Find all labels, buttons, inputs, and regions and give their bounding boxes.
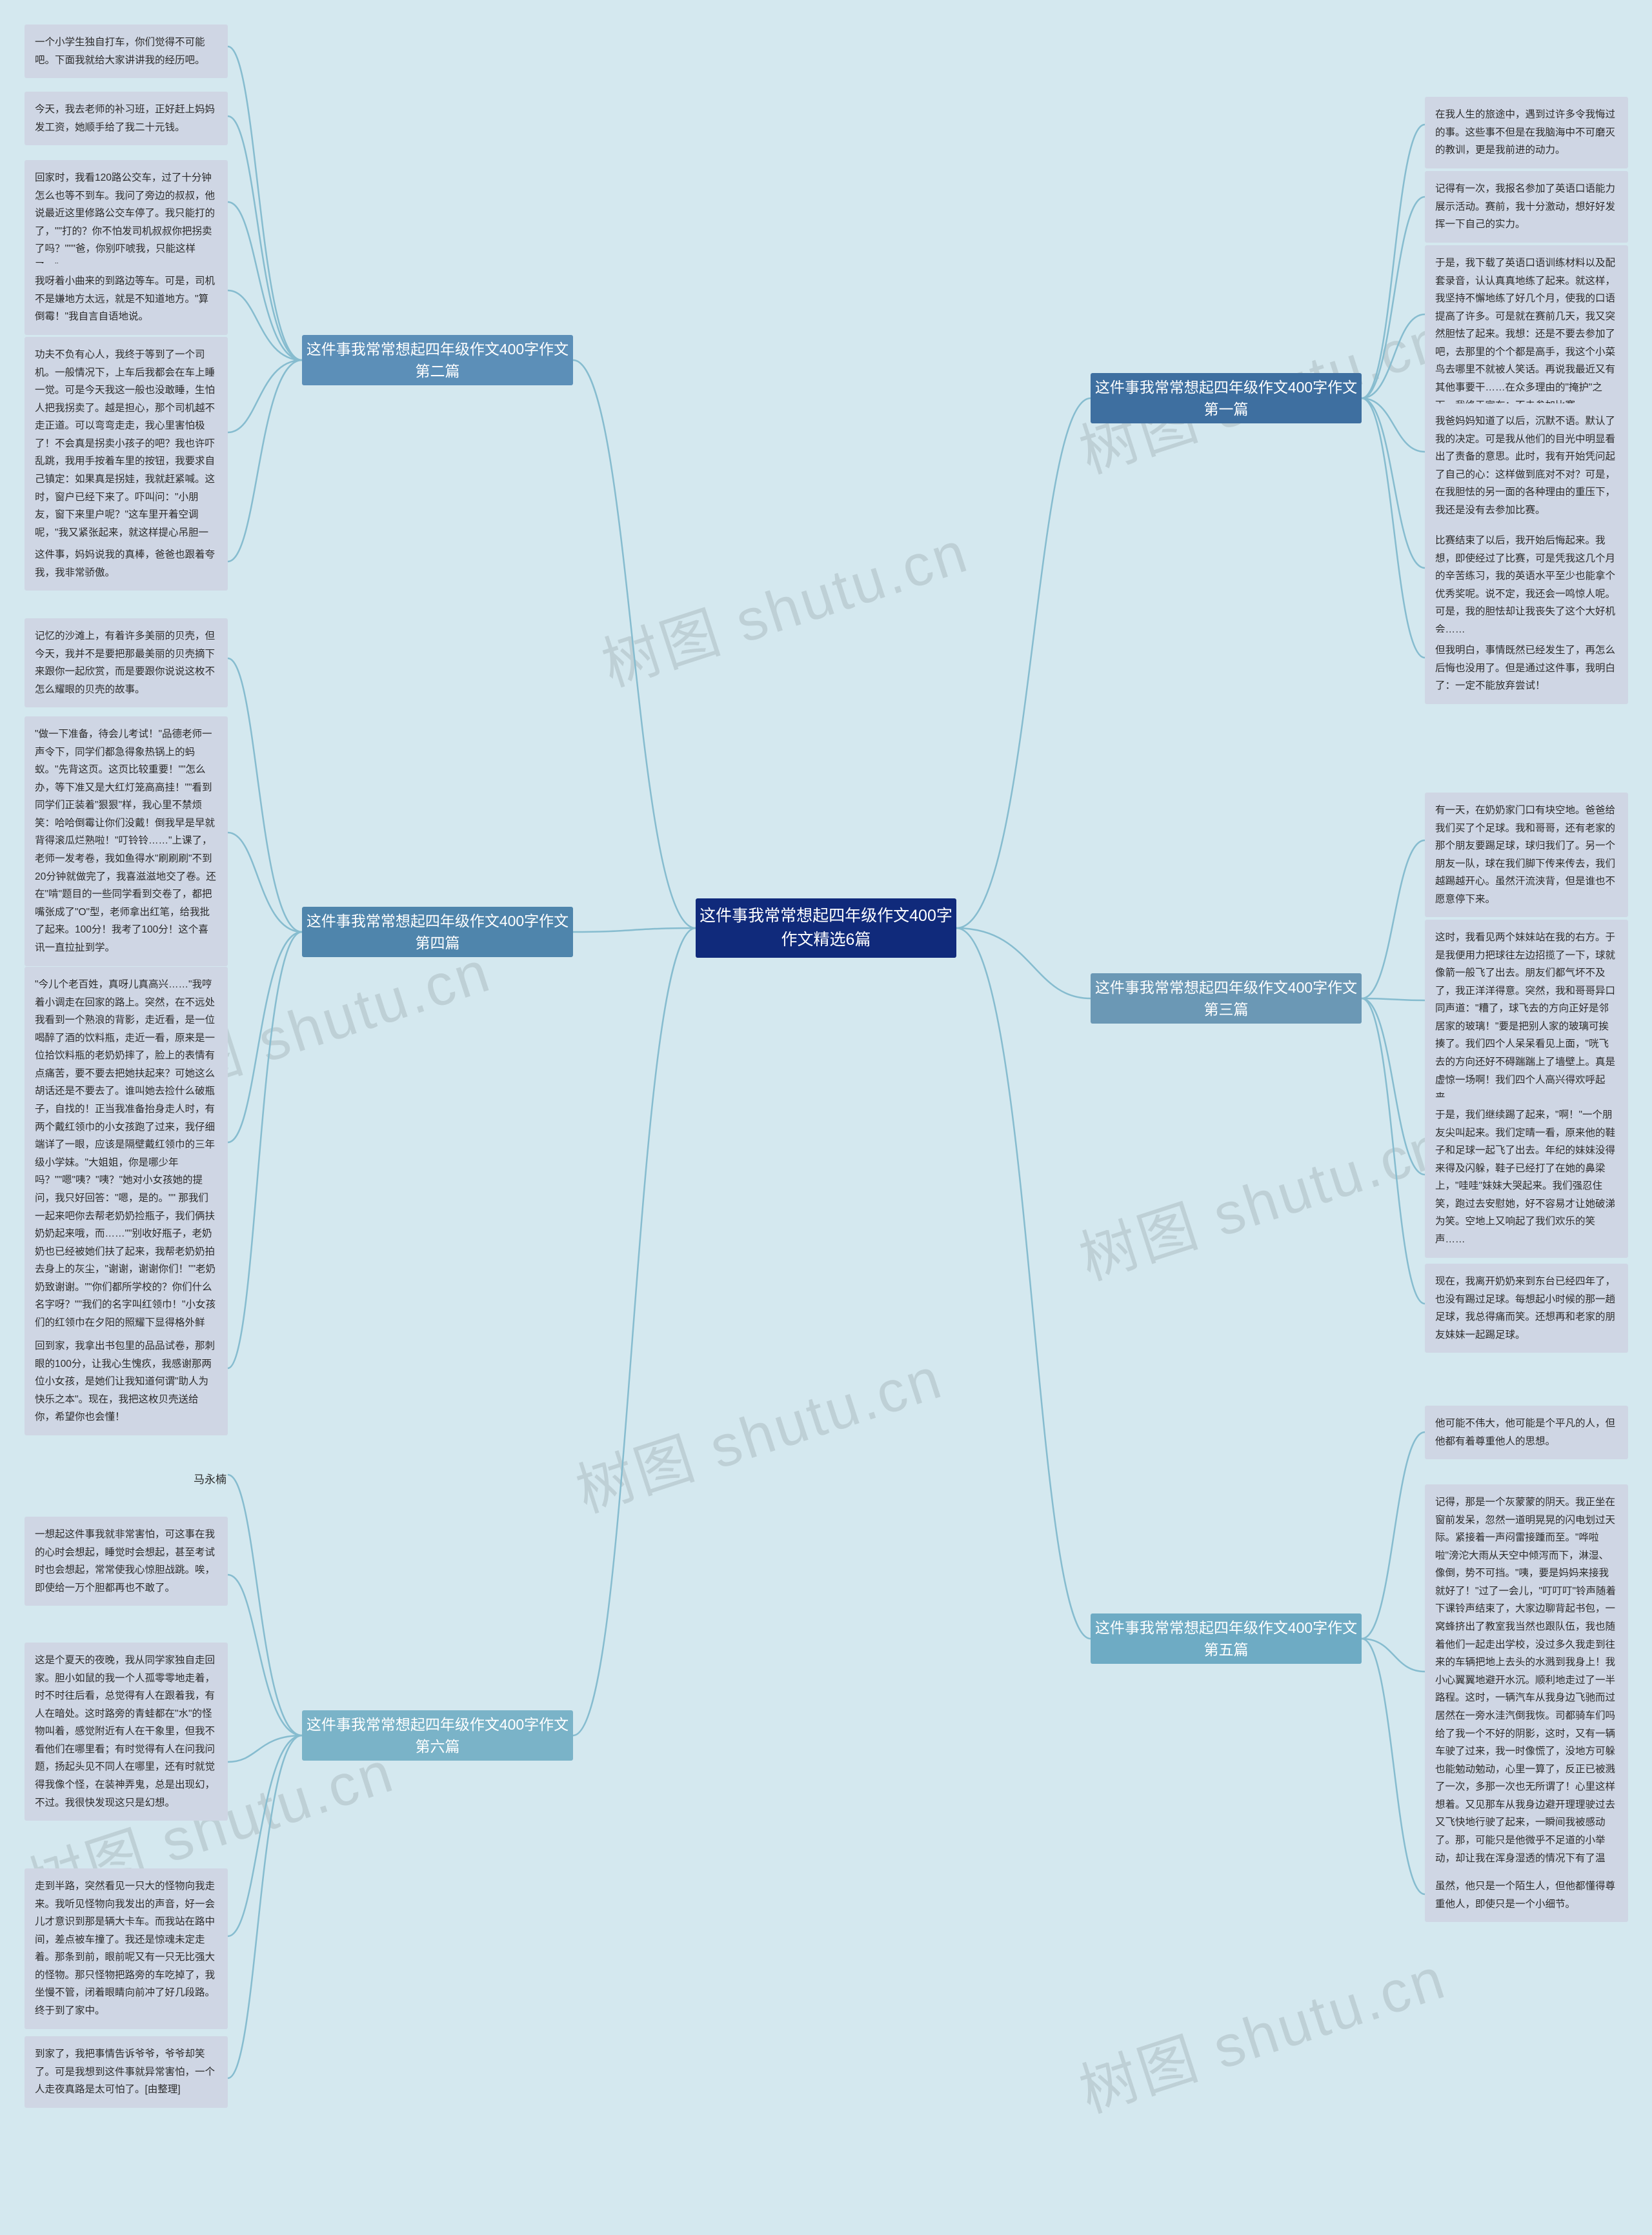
leaf-b2-2: 今天，我去老师的补习班，正好赶上妈妈发工资，她顺手给了我二十元钱。 <box>25 92 228 145</box>
watermark: 树图 shutu.cn <box>564 1331 952 1528</box>
leaf-b3-3: 于是，我们继续踢了起来，"啊！"一个朋友尖叫起来。我们定晴一看，原来他的鞋子和足… <box>1425 1097 1628 1258</box>
watermark: 树图 shutu.cn <box>1067 1931 1455 2129</box>
leaf-b3-1: 有一天，在奶奶家门口有块空地。爸爸给我们买了个足球。我和哥哥，还有老家的那个朋友… <box>1425 793 1628 917</box>
leaf-b1-5: 比赛结束了以后，我开始后悔起来。我想，即使经过了比赛，可是凭我这几个月的辛苦练习… <box>1425 523 1628 647</box>
leaf-b5-2: 记得，那是一个灰蒙蒙的阴天。我正坐在窗前发呆，忽然一道明晃晃的闪电划过天际。紧接… <box>1425 1484 1628 1894</box>
leaf-b1-3: 于是，我下载了英语口语训练材料以及配套录音，认认真真地练了起来。就这样，我坚持不… <box>1425 245 1628 423</box>
leaf-b5-1: 他可能不伟大，他可能是个平凡的人，但他都有着尊重他人的思想。 <box>1425 1406 1628 1459</box>
leaf-b6-4: 到家了，我把事情告诉爷爷，爷爷却笑了。可是我想到这件事就异常害怕，一个人走夜真路… <box>25 2036 228 2108</box>
leaf-b4-1: 记忆的沙滩上，有着许多美丽的贝壳，但今天，我并不是要把那最美丽的贝壳摘下来跟你一… <box>25 618 228 707</box>
branch-6-label: 这件事我常常想起四年级作文400字作文 第六篇 <box>302 1714 573 1758</box>
leaf-b3-4: 现在，我离开奶奶来到东台已经四年了，也没有踢过足球。每想起小时候的那一趟足球，我… <box>1425 1264 1628 1353</box>
leaf-b4-2: "做一下准备，待会儿考试！"品德老师一声令下，同学们都急得象热锅上的蚂蚁。"先背… <box>25 716 228 966</box>
leaf-b5-3: 虽然，他只是一个陌生人，但他都懂得尊重他人，即使只是一个小细节。 <box>1425 1868 1628 1922</box>
leaf-b4-4: 回到家，我拿出书包里的品品试卷，那刺眼的100分，让我心生愧疚，我感谢那两位小女… <box>25 1328 228 1435</box>
branch-5-label: 这件事我常常想起四年级作文400字作文 第五篇 <box>1091 1617 1362 1661</box>
leaf-b2-1: 一个小学生独自打车，你们觉得不可能吧。下面我就给大家讲讲我的经历吧。 <box>25 25 228 78</box>
branch-1[interactable]: 这件事我常常想起四年级作文400字作文 第一篇 <box>1091 373 1362 423</box>
watermark: 树图 shutu.cn <box>590 505 978 702</box>
branch-4-label: 这件事我常常想起四年级作文400字作文 第四篇 <box>302 910 573 955</box>
connectors <box>0 0 1652 2235</box>
leaf-b1-4: 我爸妈妈知道了以后，沉默不语。默认了我的决定。可是我从他们的目光中明显看出了责备… <box>1425 403 1628 528</box>
center-node[interactable]: 这件事我常常想起四年级作文400字作文精选6篇 <box>696 898 956 958</box>
branch-3[interactable]: 这件事我常常想起四年级作文400字作文 第三篇 <box>1091 973 1362 1024</box>
branch-3-label: 这件事我常常想起四年级作文400字作文 第三篇 <box>1091 976 1362 1021</box>
leaf-b6-1: 一想起这件事我就非常害怕，可这事在我的心时会想起，睡觉时会想起，甚至考试时也会想… <box>25 1517 228 1606</box>
branch-2-label: 这件事我常常想起四年级作文400字作文 第二篇 <box>302 338 573 383</box>
leaf-b3-2: 这时，我看见两个妹妹站在我的右方。于是我便用力把球往左边招揽了一下，球就像箭一般… <box>1425 920 1628 1116</box>
leaf-b2-6: 这件事，妈妈说我的真棒，爸爸也跟着夸我，我非常骄傲。 <box>25 537 228 591</box>
branch-5[interactable]: 这件事我常常想起四年级作文400字作文 第五篇 <box>1091 1613 1362 1664</box>
branch-2[interactable]: 这件事我常常想起四年级作文400字作文 第二篇 <box>302 335 573 385</box>
leaf-b6-2: 这是个夏天的夜晚，我从同学家独自走回家。胆小如鼠的我一个人孤零零地走着，时不时往… <box>25 1643 228 1821</box>
center-title: 这件事我常常想起四年级作文400字作文精选6篇 <box>696 904 956 953</box>
watermark: 树图 shutu.cn <box>1067 1098 1455 1296</box>
branch-4[interactable]: 这件事我常常想起四年级作文400字作文 第四篇 <box>302 907 573 957</box>
leaf-b6-author: 马永楠 <box>194 1470 227 1486</box>
leaf-b1-1: 在我人生的旅途中，遇到过许多令我悔过的事。这些事不但是在我脑海中不可磨灭的教训，… <box>1425 97 1628 168</box>
leaf-b1-6: 但我明白，事情既然已经发生了，再怎么后悔也没用了。但是通过这件事，我明白了：一定… <box>1425 632 1628 704</box>
leaf-b1-2: 记得有一次，我报名参加了英语口语能力展示活动。赛前，我十分激动，想好好发挥一下自… <box>1425 171 1628 243</box>
leaf-b6-3: 走到半路，突然看见一只大的怪物向我走来。我听见怪物向我发出的声音，好一会儿才意识… <box>25 1868 228 2029</box>
diagram-canvas: 树图 shutu.cn 树图 shutu.cn 树图 shutu.cn 树图 s… <box>0 0 1652 2235</box>
leaf-b2-4: 我呀着小曲来的到路边等车。可是，司机不是嫌地方太远，就是不知道地方。"算倒霉！"… <box>25 263 228 335</box>
leaf-b4-3: "今儿个老百姓，真呀儿真高兴……"我哼着小调走在回家的路上。突然，在不远处我看到… <box>25 967 228 1359</box>
branch-1-label: 这件事我常常想起四年级作文400字作文 第一篇 <box>1091 376 1362 421</box>
branch-6[interactable]: 这件事我常常想起四年级作文400字作文 第六篇 <box>302 1710 573 1761</box>
